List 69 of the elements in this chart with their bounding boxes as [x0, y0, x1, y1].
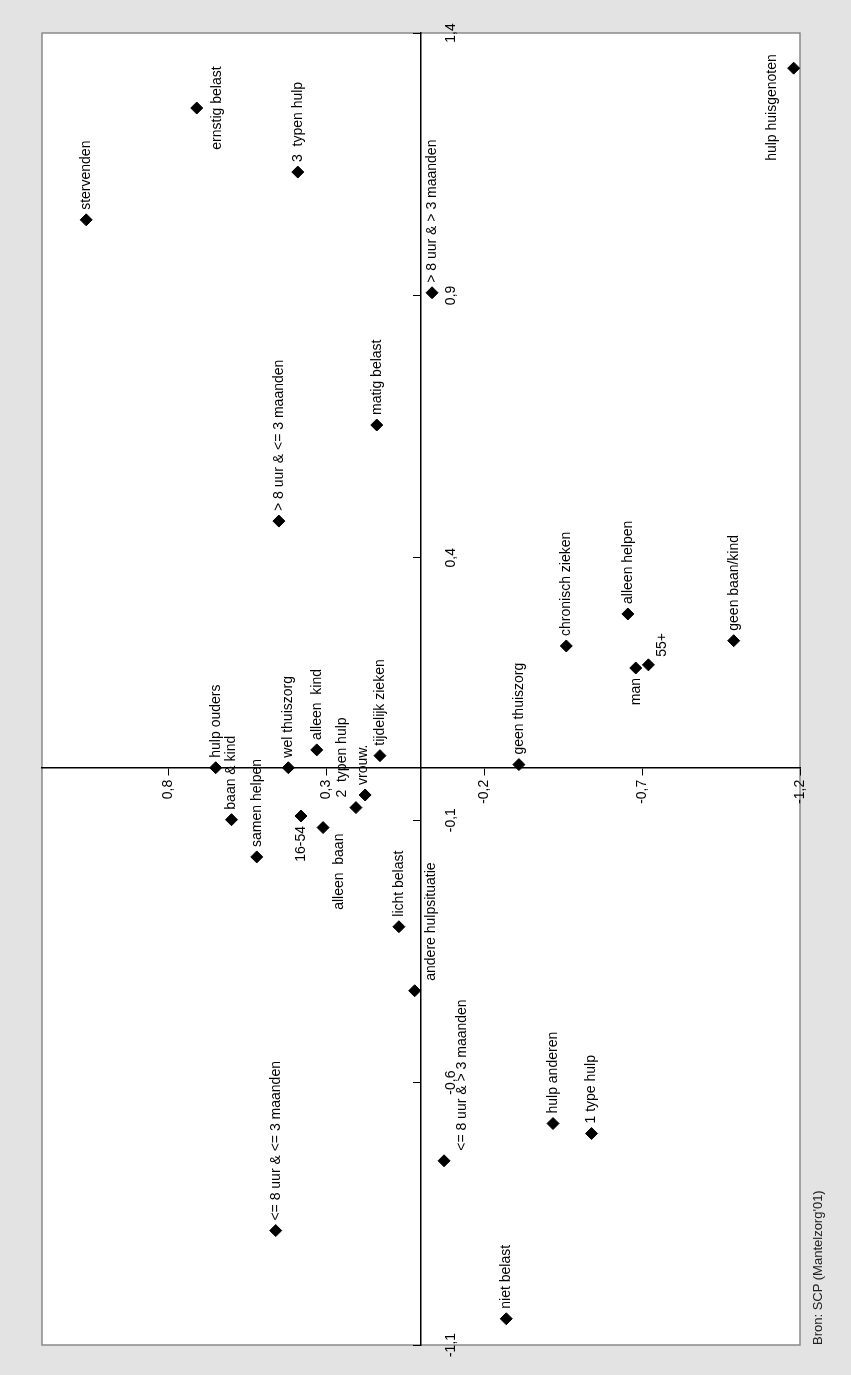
annotation: hulp anderen — [543, 1031, 560, 1114]
annotation: geen baan/kind — [724, 534, 741, 631]
point — [294, 809, 308, 823]
annotation: vrouw. — [353, 744, 370, 786]
annotation: hulp ouders — [206, 684, 223, 758]
point — [585, 1127, 599, 1141]
annotation: alleen baan — [329, 833, 346, 910]
point — [79, 213, 93, 227]
annotation: > 8 uur & <= 3 maanden — [269, 359, 286, 512]
annotation: 16-54 — [291, 825, 308, 862]
point — [621, 607, 635, 621]
y-tick-label: 0,9 — [441, 285, 458, 306]
x-tick-label: 0,3 — [317, 779, 334, 800]
point — [250, 850, 264, 864]
annotation: alleen helpen — [618, 520, 635, 604]
annotation: stervenden — [77, 140, 94, 210]
annotation: licht belast — [389, 850, 406, 917]
point — [358, 788, 372, 802]
point — [425, 286, 439, 300]
point — [641, 658, 655, 672]
y-tick-label: -1,1 — [441, 1332, 458, 1358]
annotation: <= 8 uur & <= 3 maanden — [266, 1061, 283, 1221]
annotation: andere hulpsituatie — [421, 862, 438, 981]
annotation: niet belast — [497, 1244, 514, 1309]
point — [349, 801, 363, 815]
y-tick-label: 0,4 — [441, 547, 458, 568]
annotation: samen helpen — [247, 758, 264, 847]
point — [310, 743, 324, 757]
point — [512, 758, 526, 772]
text: Bron: SCP (Mantelzorg'01) — [810, 1190, 825, 1345]
point — [629, 661, 643, 675]
point — [291, 165, 305, 179]
annotation: tijdelijk zieken — [370, 659, 387, 746]
annotation: geen thuiszorg — [509, 662, 526, 755]
point — [437, 1154, 451, 1168]
x-tick-label: 0,8 — [159, 779, 176, 800]
annotation: alleen kind — [307, 669, 324, 740]
point — [225, 813, 238, 827]
point — [559, 639, 573, 653]
point — [316, 821, 330, 835]
point — [272, 514, 286, 528]
point — [546, 1117, 560, 1131]
point — [190, 101, 204, 115]
point — [209, 761, 223, 775]
y-tick-label: -0,1 — [441, 807, 458, 833]
point — [499, 1312, 513, 1326]
annotation: > 8 uur & > 3 maanden — [422, 139, 439, 283]
annotation: 55+ — [653, 633, 670, 657]
y-tick-label: 1,4 — [441, 23, 458, 43]
point — [392, 920, 406, 934]
annotation: chronisch zieken — [557, 531, 574, 636]
annotation: wel thuiszorg — [279, 676, 296, 759]
point — [373, 749, 387, 763]
x-tick-label: -0,2 — [475, 779, 492, 804]
annotation: 2 typen hulp — [332, 717, 349, 798]
point — [281, 761, 295, 775]
annotation: 1 type hulp — [582, 1054, 599, 1124]
annotation: matig belast — [367, 339, 384, 416]
point — [370, 418, 384, 432]
point — [727, 634, 741, 648]
annotation: 3 typen hulp — [288, 81, 305, 163]
point — [269, 1224, 283, 1238]
annotation: ernstig belast — [207, 66, 224, 150]
x-tick-label: -0,7 — [632, 779, 649, 804]
annotation: hulp huisgenoten — [762, 54, 779, 161]
annotation: man — [626, 678, 643, 706]
point — [408, 984, 422, 998]
x-tick-label: -1,2 — [790, 779, 807, 804]
point — [787, 61, 800, 75]
